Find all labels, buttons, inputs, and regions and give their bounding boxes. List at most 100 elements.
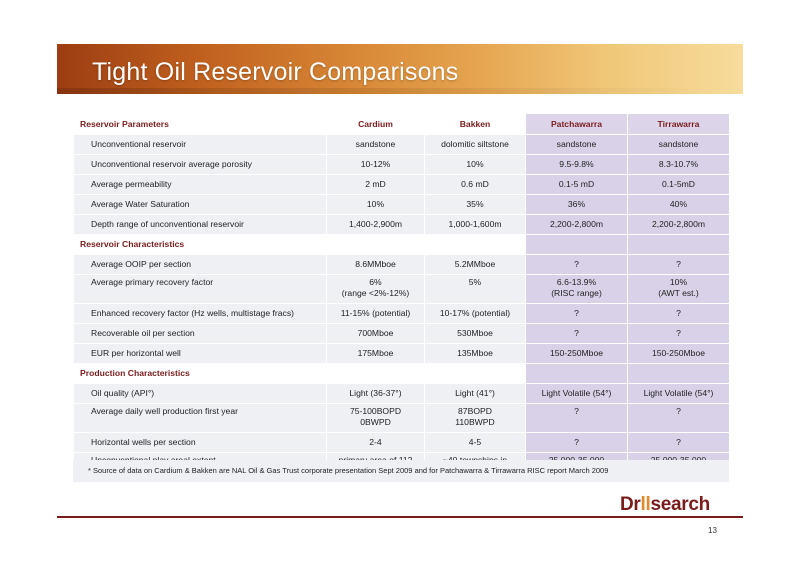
cell-bakken: 4-5 (424, 432, 526, 453)
cell-bakken: 135Mboe (424, 343, 526, 364)
row-label: Horizontal wells per section (73, 432, 327, 453)
cell-bakken: 5.2MMboe (424, 254, 526, 275)
section-label: Reservoir Characteristics (73, 234, 327, 255)
cell-bakken: 87BOPD 110BWPD (424, 403, 526, 433)
section-blank-cell (326, 363, 425, 384)
section-blank-cell (627, 234, 730, 255)
cell-patchawarra: sandstone (525, 134, 628, 155)
cell-patchawarra: ? (525, 303, 628, 324)
cell-cardium: 6% (range <2%-12%) (326, 274, 425, 304)
source-footnote: * Source of data on Cardium & Bakken are… (73, 460, 729, 482)
cell-bakken: 530Mboe (424, 323, 526, 344)
table-header-row: Reservoir Parameters Cardium Bakken Patchaw… (73, 113, 730, 135)
row-label: Recoverable oil per section (73, 323, 327, 344)
cell-tirrawarra: 8.3-10.7% (627, 154, 730, 175)
cell-tirrawarra: ? (627, 432, 730, 453)
cell-tirrawarra: 10% (AWT est.) (627, 274, 730, 304)
table-row: Average primary recovery factor 6% (range… (73, 274, 730, 304)
cell-patchawarra: 0.1-5 mD (525, 174, 628, 195)
cell-cardium: Light (36-37°) (326, 383, 425, 404)
title-banner (57, 44, 743, 94)
row-label: Unconventional reservoir (73, 134, 327, 155)
cell-cardium: 11-15% (potential) (326, 303, 425, 324)
cell-patchawarra: ? (525, 254, 628, 275)
cell-bakken: 35% (424, 194, 526, 215)
footer-rule (57, 516, 743, 518)
table-row: Unconventional reservoir average porosit… (73, 154, 730, 175)
column-header-tirrawarra: Tirrawarra (627, 113, 730, 135)
section-blank-cell (627, 363, 730, 384)
drillsearch-logo: Drllsearch (620, 494, 710, 516)
row-label: Average permeability (73, 174, 327, 195)
cell-cardium: sandstone (326, 134, 425, 155)
cell-patchawarra: ? (525, 403, 628, 433)
logo-text-part3: search (650, 494, 710, 515)
column-header-cardium: Cardium (326, 113, 425, 135)
cell-bakken: 10% (424, 154, 526, 175)
cell-cardium: 1,400-2,900m (326, 214, 425, 235)
cell-tirrawarra: ? (627, 323, 730, 344)
cell-patchawarra: 2,200-2,800m (525, 214, 628, 235)
cell-bakken: dolomitic siltstone (424, 134, 526, 155)
section-label: Production Characteristics (73, 363, 327, 384)
cell-patchawarra: ? (525, 432, 628, 453)
comparison-table: Reservoir Parameters Cardium Bakken Patchaw… (73, 113, 730, 482)
cell-tirrawarra: Light Volatile (54°) (627, 383, 730, 404)
row-label: Oil quality (API°) (73, 383, 327, 404)
table-row: EUR per horizontal well 175Mboe 135Mboe 150… (73, 343, 730, 364)
section-blank-cell (326, 234, 425, 255)
cell-bakken: 5% (424, 274, 526, 304)
row-label: EUR per horizontal well (73, 343, 327, 364)
cell-patchawarra: 36% (525, 194, 628, 215)
table-row: Depth range of unconventional reservoir 1… (73, 214, 730, 235)
section-blank-cell (424, 234, 526, 255)
column-header-parameters: Reservoir Parameters (73, 113, 327, 135)
cell-cardium: 10% (326, 194, 425, 215)
cell-patchawarra: 150-250Mboe (525, 343, 628, 364)
column-header-bakken: Bakken (424, 113, 526, 135)
row-label: Depth range of unconventional reservoir (73, 214, 327, 235)
cell-bakken: 10-17% (potential) (424, 303, 526, 324)
table-row: Recoverable oil per section 700Mboe 530Mbo… (73, 323, 730, 344)
table-row: Enhanced recovery factor (Hz wells, mult… (73, 303, 730, 324)
cell-tirrawarra: 40% (627, 194, 730, 215)
cell-tirrawarra: ? (627, 254, 730, 275)
section-blank-cell (525, 363, 628, 384)
cell-cardium: 700Mboe (326, 323, 425, 344)
section-blank-cell (525, 234, 628, 255)
cell-tirrawarra: 2,200-2,800m (627, 214, 730, 235)
table-body: Unconventional reservoir sandstone dolomit… (73, 134, 730, 482)
table-row: Average Water Saturation 10% 35% 36% 40% (73, 194, 730, 215)
section-header-row: Reservoir Characteristics (73, 234, 730, 255)
row-label: Average primary recovery factor (73, 274, 327, 304)
table-row: Horizontal wells per section 2-4 4-5?? (73, 432, 730, 453)
cell-cardium: 2 mD (326, 174, 425, 195)
page-number: 13 (708, 526, 717, 535)
cell-tirrawarra: ? (627, 403, 730, 433)
logo-text-part2: ll (640, 494, 651, 515)
row-label: Unconventional reservoir average porosit… (73, 154, 327, 175)
cell-cardium: 2-4 (326, 432, 425, 453)
cell-bakken: 1,000-1,600m (424, 214, 526, 235)
cell-cardium: 8.6MMboe (326, 254, 425, 275)
cell-cardium: 75-100BOPD 0BWPD (326, 403, 425, 433)
table-row: Average daily well production first year… (73, 403, 730, 433)
row-label: Average Water Saturation (73, 194, 327, 215)
table-row: Oil quality (API°) Light (36-37°) Light (4… (73, 383, 730, 404)
slide-title: Tight Oil Reservoir Comparisons (92, 58, 459, 86)
row-label: Enhanced recovery factor (Hz wells, mult… (73, 303, 327, 324)
table-row: Average OOIP per section 8.6MMboe 5.2MMboe… (73, 254, 730, 275)
column-header-patchawarra: Patchawarra (525, 113, 628, 135)
cell-bakken: 0.6 mD (424, 174, 526, 195)
row-label: Average OOIP per section (73, 254, 327, 275)
cell-patchawarra: ? (525, 323, 628, 344)
cell-patchawarra: Light Volatile (54°) (525, 383, 628, 404)
cell-tirrawarra: sandstone (627, 134, 730, 155)
cell-tirrawarra: 150-250Mboe (627, 343, 730, 364)
cell-patchawarra: 6.6-13.9% (RISC range) (525, 274, 628, 304)
logo-text-part1: Dr (620, 494, 641, 515)
row-label: Average daily well production first year (73, 403, 327, 433)
cell-bakken: Light (41°) (424, 383, 526, 404)
section-blank-cell (424, 363, 526, 384)
cell-cardium: 10-12% (326, 154, 425, 175)
